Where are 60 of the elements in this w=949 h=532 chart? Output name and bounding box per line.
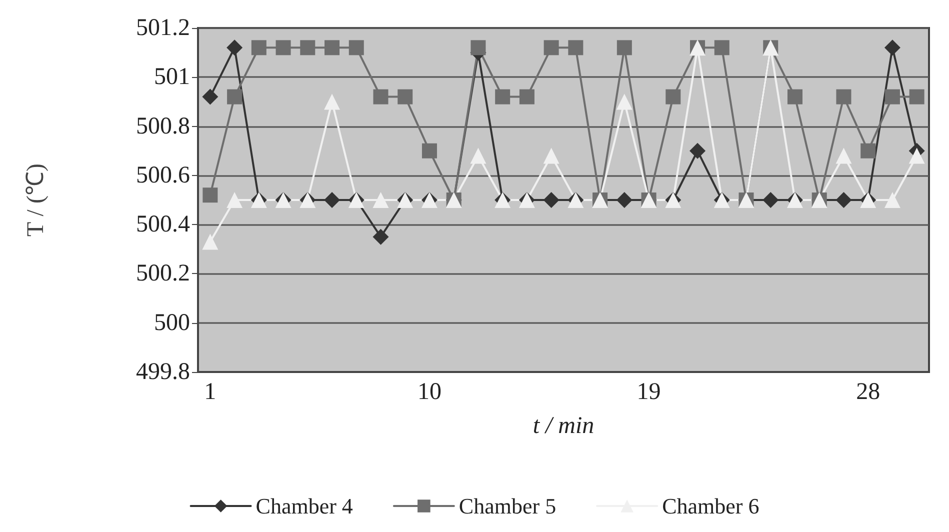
point xyxy=(690,142,706,159)
point xyxy=(884,89,900,104)
y-tick-label: 499.8 xyxy=(136,359,190,385)
x-tick-label: 1 xyxy=(204,379,216,405)
point xyxy=(544,40,559,56)
point xyxy=(714,40,730,56)
point xyxy=(909,89,924,104)
y-tick-label: 500 xyxy=(154,310,190,336)
point xyxy=(227,89,242,104)
point xyxy=(616,192,632,208)
point xyxy=(762,192,779,208)
y-tick-label: 500.4 xyxy=(136,212,190,238)
point xyxy=(666,89,681,104)
legend-label: Chamber 5 xyxy=(458,494,556,518)
point xyxy=(470,40,486,56)
legend-label: Chamber 4 xyxy=(256,494,353,518)
y-tick-label: 501 xyxy=(154,64,190,90)
point xyxy=(300,40,316,56)
x-tick-label: 28 xyxy=(856,379,880,405)
point xyxy=(568,40,584,56)
point xyxy=(324,192,340,208)
point xyxy=(251,40,266,56)
point xyxy=(202,234,218,250)
x-axis-title: t / min xyxy=(532,413,594,439)
point xyxy=(836,192,852,208)
point xyxy=(324,40,340,56)
point xyxy=(470,148,486,164)
point xyxy=(373,89,388,104)
point xyxy=(422,143,437,158)
point xyxy=(276,40,291,56)
point xyxy=(908,148,925,164)
point xyxy=(398,89,413,104)
y-tick-label: 500.8 xyxy=(136,113,190,140)
point xyxy=(787,89,802,104)
point xyxy=(226,192,243,208)
point xyxy=(202,188,218,203)
point xyxy=(836,148,852,164)
point xyxy=(226,40,243,56)
point xyxy=(884,192,900,208)
point xyxy=(860,143,876,158)
y-axis-title: T / (℃) xyxy=(23,164,49,236)
point xyxy=(543,148,560,164)
point xyxy=(543,192,560,208)
point xyxy=(495,89,510,104)
point xyxy=(616,94,632,110)
point xyxy=(519,89,534,104)
point xyxy=(348,40,364,56)
point xyxy=(372,228,389,245)
point xyxy=(324,94,340,110)
y-tick-label: 501.2 xyxy=(136,15,190,41)
point xyxy=(372,192,389,208)
legend-label: Chamber 6 xyxy=(662,494,760,518)
x-tick-label: 10 xyxy=(417,379,442,405)
point xyxy=(836,89,852,104)
point xyxy=(616,40,632,56)
point xyxy=(202,88,218,105)
y-tick-label: 500.2 xyxy=(136,260,190,287)
x-tick-label: 19 xyxy=(636,379,661,405)
point xyxy=(884,40,900,56)
y-tick-label: 500.6 xyxy=(136,162,190,188)
